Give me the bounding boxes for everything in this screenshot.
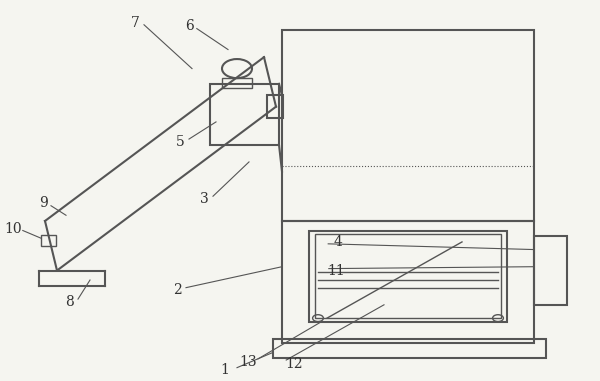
Bar xyxy=(41,235,56,246)
Text: 7: 7 xyxy=(131,16,139,30)
Text: 13: 13 xyxy=(239,355,257,369)
Bar xyxy=(282,221,534,343)
Text: 5: 5 xyxy=(176,135,184,149)
Text: 2: 2 xyxy=(173,283,181,296)
Bar xyxy=(273,339,546,358)
Bar xyxy=(309,231,507,322)
Text: 1: 1 xyxy=(221,363,229,377)
Text: 10: 10 xyxy=(4,222,22,235)
Bar xyxy=(267,95,283,118)
Text: 4: 4 xyxy=(334,235,342,248)
Text: 8: 8 xyxy=(65,295,73,309)
Text: 12: 12 xyxy=(285,357,303,371)
Text: 11: 11 xyxy=(327,264,345,278)
Bar xyxy=(222,78,252,88)
Text: 9: 9 xyxy=(40,196,48,210)
Bar xyxy=(315,234,501,318)
Text: 6: 6 xyxy=(185,19,193,33)
Bar xyxy=(210,84,279,145)
Bar xyxy=(534,236,567,305)
Bar xyxy=(282,30,534,221)
Text: 3: 3 xyxy=(200,192,208,206)
